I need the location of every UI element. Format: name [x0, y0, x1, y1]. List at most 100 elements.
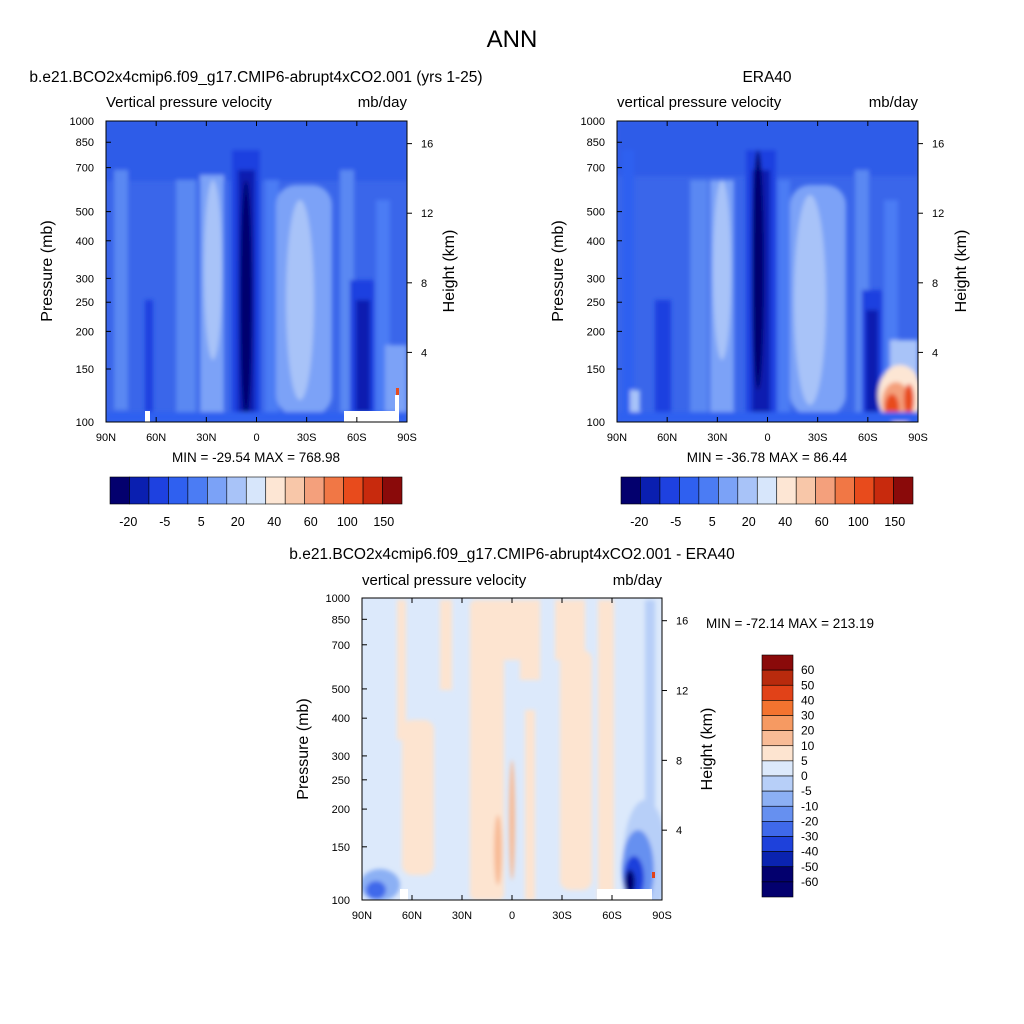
colorbar-box [761, 805, 794, 822]
colorbar-box [854, 476, 875, 505]
y2-tick-label: 4 [676, 825, 682, 837]
colorbar-box [761, 715, 794, 731]
colorbar-box [815, 476, 836, 505]
colorbar-box [265, 476, 286, 505]
colorbar-box [362, 476, 383, 505]
y-tick-label: 100 [76, 417, 94, 429]
colorbar-box [834, 476, 855, 505]
colorbar-box [737, 476, 758, 505]
colorbar-label: 150 [884, 515, 905, 529]
y-tick-label: 300 [332, 751, 350, 763]
y-tick-label: 150 [76, 364, 94, 376]
colorbar-label: -10 [801, 799, 819, 813]
y-tick-label: 400 [76, 236, 94, 248]
y-tick-label: 700 [332, 640, 350, 652]
y-tick-label: 850 [76, 137, 94, 149]
right-string: mb/day [869, 94, 919, 111]
y-tick-label: 850 [332, 614, 350, 626]
colorbar-box [659, 476, 680, 505]
x-tick-label: 60S [858, 432, 878, 444]
colorbar-label: -20 [119, 515, 137, 529]
y-tick-label: 500 [587, 207, 605, 219]
colorbar-box [893, 476, 914, 505]
x-tick-label: 90S [397, 432, 417, 444]
colorbar-label: 50 [801, 678, 815, 692]
x-tick-label: 0 [764, 432, 770, 444]
colorbar-box [795, 476, 816, 505]
x-tick-label: 0 [253, 432, 259, 444]
y2-tick-label: 8 [676, 755, 682, 767]
colorbar-box [698, 476, 719, 505]
x-tick-label: 30N [196, 432, 216, 444]
right-string: mb/day [613, 572, 663, 589]
colorbar-label: 20 [742, 515, 756, 529]
colorbar-box [323, 476, 344, 505]
x-tick-label: 30N [707, 432, 727, 444]
colorbar-label: -5 [801, 784, 812, 798]
colorbar-box [761, 654, 794, 671]
colorbar: -20 -5 5 20 40 60 100 150 [109, 476, 403, 529]
colorbar-box [620, 476, 641, 505]
colorbar-label: -40 [801, 845, 819, 859]
y-tick-label: 250 [587, 297, 605, 309]
y-tick-label: 700 [76, 163, 94, 175]
y2-tick-label: 12 [932, 208, 944, 220]
colorbar-box [343, 476, 364, 505]
right-string: mb/day [358, 94, 408, 111]
panel-title: b.e21.BCO2x4cmip6.f09_g17.CMIP6-abrupt4x… [289, 546, 735, 563]
x-tick-label: 60S [347, 432, 367, 444]
y-tick-label: 300 [587, 273, 605, 285]
colorbar-label: -60 [801, 875, 819, 889]
x-tick-label: 90N [352, 910, 372, 922]
y-tick-label: 200 [332, 804, 350, 816]
x-tick-label: 90S [908, 432, 928, 444]
panel-title: b.e21.BCO2x4cmip6.f09_g17.CMIP6-abrupt4x… [29, 69, 482, 86]
y-tick-label: 100 [332, 895, 350, 907]
y-axis-label: Pressure (mb) [39, 220, 56, 321]
left-string: vertical pressure velocity [617, 94, 782, 111]
contour-field [362, 598, 662, 900]
colorbar-box [761, 881, 794, 898]
y-axis-label: Pressure (mb) [550, 220, 567, 321]
axes: 90N 60N 30N 0 30S 60S 90S 100 150 200 250 300 400 500… [581, 116, 945, 444]
colorbar-label: 60 [815, 515, 829, 529]
y-tick-label: 1000 [326, 593, 350, 605]
colorbar-label: 5 [709, 515, 716, 529]
x-tick-label: 60N [657, 432, 677, 444]
colorbar-label: 5 [801, 754, 808, 768]
colorbar-label: -30 [801, 830, 819, 844]
colorbar-box [761, 730, 794, 747]
colorbar-label: -5 [159, 515, 170, 529]
y2-axis-label: Height (km) [441, 230, 458, 313]
colorbar-label: 0 [801, 769, 808, 783]
x-tick-label: 90N [607, 432, 627, 444]
y2-tick-label: 16 [676, 616, 688, 628]
y-tick-label: 1000 [70, 116, 94, 128]
colorbar-box [187, 476, 208, 505]
contour-field [617, 121, 918, 422]
y2-tick-label: 12 [676, 686, 688, 698]
y-tick-label: 250 [76, 297, 94, 309]
figure-title: ANN [487, 26, 538, 53]
left-string: vertical pressure velocity [362, 572, 527, 589]
x-tick-label: 90N [96, 432, 116, 444]
panel-model: b.e21.BCO2x4cmip6.f09_g17.CMIP6-abrupt4x… [29, 69, 482, 529]
colorbar-box [168, 476, 189, 505]
y2-tick-label: 8 [932, 278, 938, 290]
y2-tick-label: 8 [421, 278, 427, 290]
x-tick-label: 60N [402, 910, 422, 922]
colorbar-box [761, 866, 794, 883]
colorbar-box [776, 476, 797, 505]
colorbar: -20 -5 5 20 40 60 100 150 [620, 476, 914, 529]
x-tick-label: 60N [146, 432, 166, 444]
contour-field [106, 121, 407, 422]
colorbar-box [207, 476, 228, 505]
colorbar-label: 20 [801, 724, 815, 738]
colorbar-label: -50 [801, 860, 819, 874]
y-tick-label: 250 [332, 775, 350, 787]
y2-tick-label: 16 [932, 139, 944, 151]
panel-title: ERA40 [742, 69, 791, 86]
colorbar-box [640, 476, 661, 505]
y-tick-label: 500 [76, 207, 94, 219]
